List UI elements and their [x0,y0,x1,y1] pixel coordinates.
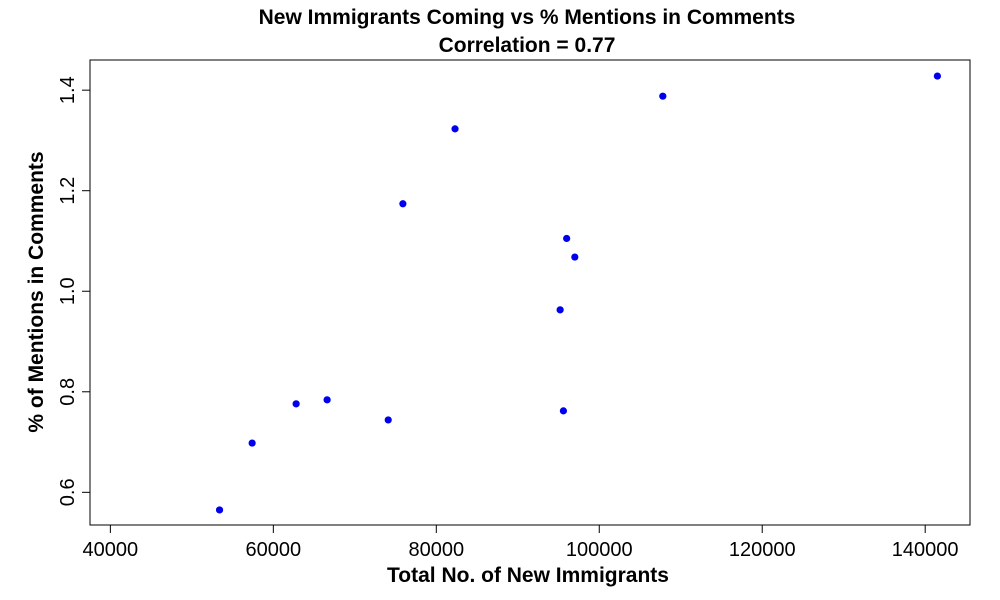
data-points [215,72,942,514]
y-tick-label: 1.0 [57,277,79,305]
x-axis: 40000 60000 80000 100000 120000 140000 [83,524,959,561]
y-axis: 0.6 0.8 1.0 1.2 1.4 [57,76,91,506]
y-tick-label: 1.4 [57,76,79,104]
plot-area [89,59,971,526]
data-point [215,506,224,514]
data-point [399,200,407,208]
data-point [571,253,579,261]
y-tick-label: 0.6 [57,478,79,506]
y-tick-label: 0.8 [57,378,79,406]
data-point [933,72,942,80]
x-tick-label: 140000 [892,539,959,561]
y-axis-label: % of Mentions in Comments [25,151,48,432]
data-point [384,416,392,424]
y-tick-label: 1.2 [57,177,79,205]
data-point [248,439,256,447]
data-point [556,306,564,314]
data-point [292,400,300,408]
x-tick-label: 100000 [566,539,633,561]
data-point [563,234,571,243]
x-tick-label: 120000 [729,539,796,561]
data-point [559,407,568,415]
x-tick-label: 40000 [83,539,139,561]
data-point [659,92,667,100]
x-tick-label: 60000 [246,539,302,561]
data-point [451,125,459,133]
data-point [323,396,331,404]
chart-title: New Immigrants Coming vs % Mentions in C… [259,6,796,29]
chart-subtitle: Correlation = 0.77 [439,34,616,57]
x-axis-label: Total No. of New Immigrants [387,564,669,587]
x-tick-label: 80000 [408,539,464,561]
